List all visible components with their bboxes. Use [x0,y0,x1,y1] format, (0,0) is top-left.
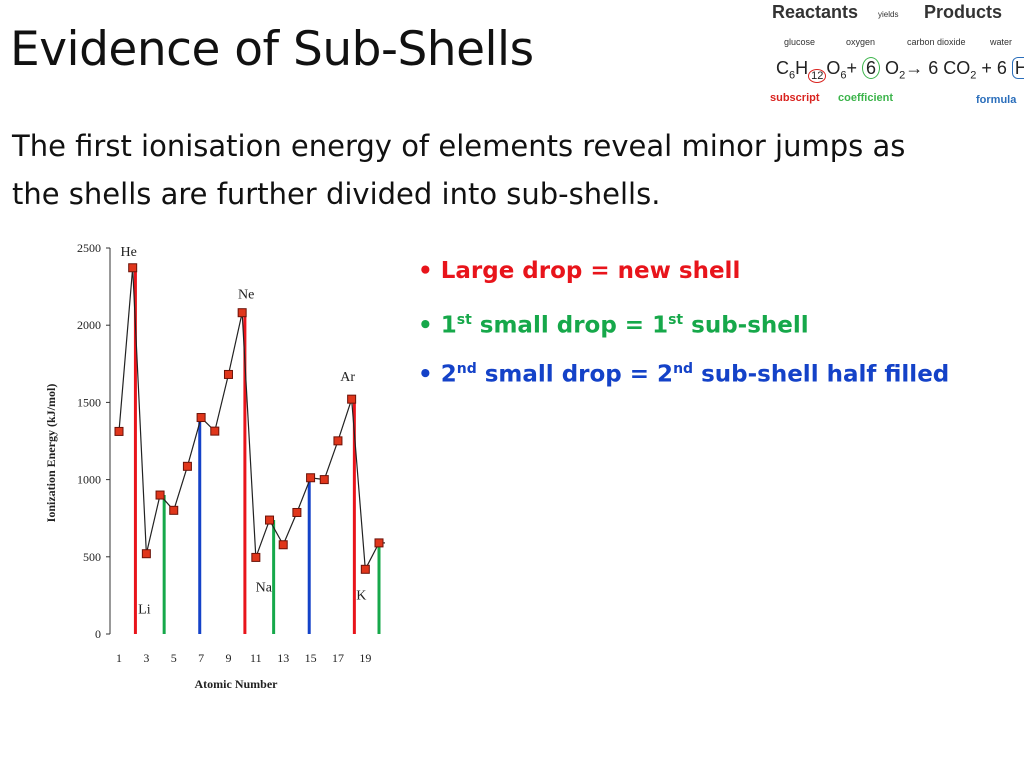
data-point [114,426,124,436]
oxygen-label: oxygen [846,37,876,47]
series-line [118,267,380,572]
bullet-list: • Large drop = new shell • 1st small dro… [418,256,949,403]
chart-svg: 050010001500200025001357911131517192Atom… [44,241,396,691]
x-tick-label: 9 [225,651,231,665]
data-point [223,369,233,379]
element-label: Na [256,580,273,595]
water-label: water [990,37,1013,47]
x-tick-label: 19 [359,651,371,665]
data-point [292,507,302,517]
data-point [196,413,206,423]
bullet-dot: • [418,361,441,388]
bullet-text-a: Large drop = new shell [440,258,741,284]
y-tick-label: 1500 [77,395,101,409]
yields-label: yields [878,10,899,19]
data-point [182,461,192,471]
element-label: Li [138,603,151,618]
data-point [265,515,275,525]
bullet-large-drop: • Large drop = new shell [418,256,949,305]
data-point [128,263,138,273]
x-axis-title: Atomic Number [195,677,279,691]
reactants-heading: Reactants [772,2,859,22]
subscript-note: subscript [770,92,820,104]
x-tick-label: 15 [305,651,317,665]
bullet-dot: • [418,258,441,284]
coefficient-note: coefficient [838,92,894,104]
formula-note: formula [976,94,1017,106]
y-tick-label: 2000 [77,318,101,332]
data-point [169,505,179,515]
y-tick-label: 1000 [77,473,101,487]
data-point [333,436,343,446]
carbon-dioxide-label: carbon dioxide [907,37,966,47]
data-point [306,473,316,483]
data-point [210,426,220,436]
element-label: Ne [238,288,254,303]
data-point [237,308,247,318]
bullet-dot: • [418,312,441,339]
subtitle-line-2: the shells are further divided into sub-… [12,177,661,211]
data-point [347,394,357,404]
y-tick-label: 0 [95,627,101,641]
data-point [278,540,288,550]
ionization-energy-chart: 050010001500200025001357911131517192Atom… [38,232,396,702]
y-tick-label: 2500 [77,241,101,255]
x-tick-label: 5 [171,651,177,665]
x-tick-label: 7 [198,651,204,665]
data-point [141,549,151,559]
glucose-label: glucose [784,37,816,47]
y-axis-title: Ionization Energy (kJ/mol) [44,384,58,523]
slide-subtitle: The first ionisation energy of elements … [12,122,1012,218]
bullet-second-small-drop: • 2nd small drop = 2nd sub-shell half fi… [418,361,950,388]
data-point [360,564,370,574]
subtitle-line-1: The first ionisation energy of elements … [12,129,906,163]
x-tick-label: 13 [277,651,289,665]
x-tick-label: 17 [332,651,344,665]
data-point [251,552,261,562]
bullet-first-small-drop: • 1st small drop = 1st sub-shell [418,312,809,339]
y-tick-label: 500 [83,550,101,564]
element-label: K [356,588,366,603]
equation-image: Reactants yields Products glucose oxygen… [762,0,1024,112]
data-point [374,538,384,548]
data-point [155,490,165,500]
slide-title: Evidence of Sub-Shells [10,22,534,77]
x-tick-label: 11 [250,651,262,665]
x-tick-label: 3 [143,651,149,665]
products-heading: Products [924,2,1003,22]
element-label: Ar [340,370,355,385]
x-tick-label: 1 [116,651,122,665]
data-point [319,475,329,485]
element-label: He [121,245,137,260]
